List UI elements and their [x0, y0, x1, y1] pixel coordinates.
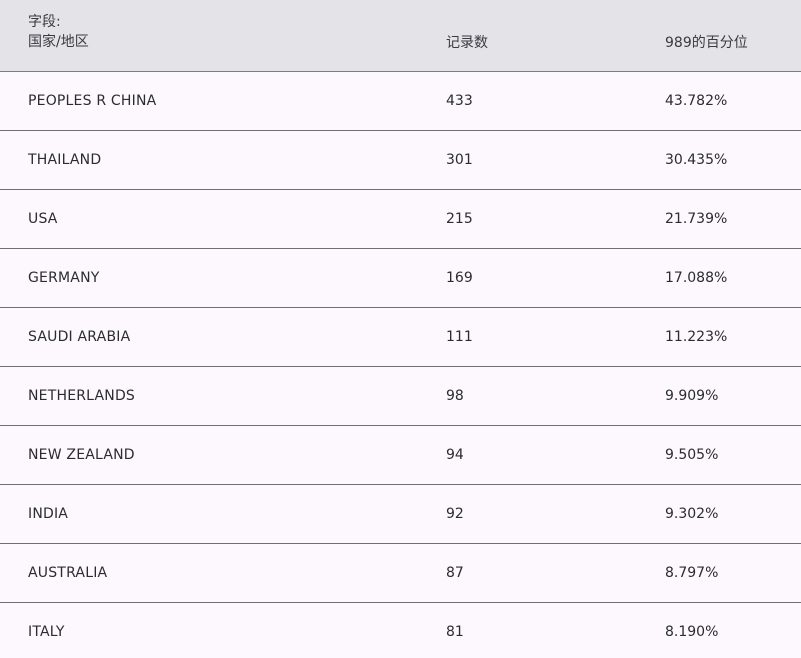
table-row: SAUDI ARABIA 111 11.223%: [0, 308, 801, 367]
table-row: PEOPLES R CHINA 433 43.782%: [0, 72, 801, 131]
cell-country: ITALY: [28, 624, 65, 640]
cell-country: SAUDI ARABIA: [28, 329, 131, 345]
cell-count: 169: [446, 270, 473, 286]
cell-country: NETHERLANDS: [28, 388, 136, 404]
cell-count: 301: [446, 152, 473, 168]
cell-count: 215: [446, 211, 473, 227]
cell-count: 87: [446, 565, 464, 581]
cell-percent: 30.435%: [665, 152, 728, 168]
table-row: THAILAND 301 30.435%: [0, 131, 801, 190]
column-header-country: 国家/地区: [28, 34, 89, 50]
table-row: NETHERLANDS 98 9.909%: [0, 367, 801, 426]
cell-percent: 9.909%: [665, 388, 719, 404]
cell-country: NEW ZEALAND: [28, 447, 135, 463]
cell-percent: 8.190%: [665, 624, 719, 640]
column-header-record-count[interactable]: 记录数: [446, 35, 488, 51]
cell-percent: 9.505%: [665, 447, 719, 463]
header-country[interactable]: 字段: 国家/地区: [28, 12, 89, 52]
table-body: PEOPLES R CHINA 433 43.782% THAILAND 301…: [0, 72, 801, 658]
cell-count: 81: [446, 624, 464, 640]
cell-percent: 43.782%: [665, 93, 728, 109]
table-row: NEW ZEALAND 94 9.505%: [0, 426, 801, 485]
table-row: AUSTRALIA 87 8.797%: [0, 544, 801, 603]
cell-country: THAILAND: [28, 152, 102, 168]
cell-country: GERMANY: [28, 270, 100, 286]
table-header: 字段: 国家/地区 记录数 989的百分位: [0, 0, 801, 72]
table-row: GERMANY 169 17.088%: [0, 249, 801, 308]
column-header-percent[interactable]: 989的百分位: [665, 35, 748, 51]
table-row: USA 215 21.739%: [0, 190, 801, 249]
cell-country: USA: [28, 211, 58, 227]
cell-percent: 11.223%: [665, 329, 728, 345]
cell-country: PEOPLES R CHINA: [28, 93, 157, 109]
cell-count: 92: [446, 506, 464, 522]
cell-percent: 9.302%: [665, 506, 719, 522]
cell-percent: 17.088%: [665, 270, 728, 286]
cell-percent: 8.797%: [665, 565, 719, 581]
cell-country: AUSTRALIA: [28, 565, 108, 581]
cell-count: 111: [446, 329, 473, 345]
cell-count: 98: [446, 388, 464, 404]
cell-count: 433: [446, 93, 473, 109]
field-label: 字段:: [28, 14, 61, 30]
cell-country: INDIA: [28, 506, 69, 522]
table-row: INDIA 92 9.302%: [0, 485, 801, 544]
table-row: ITALY 81 8.190%: [0, 603, 801, 658]
cell-percent: 21.739%: [665, 211, 728, 227]
cell-count: 94: [446, 447, 464, 463]
